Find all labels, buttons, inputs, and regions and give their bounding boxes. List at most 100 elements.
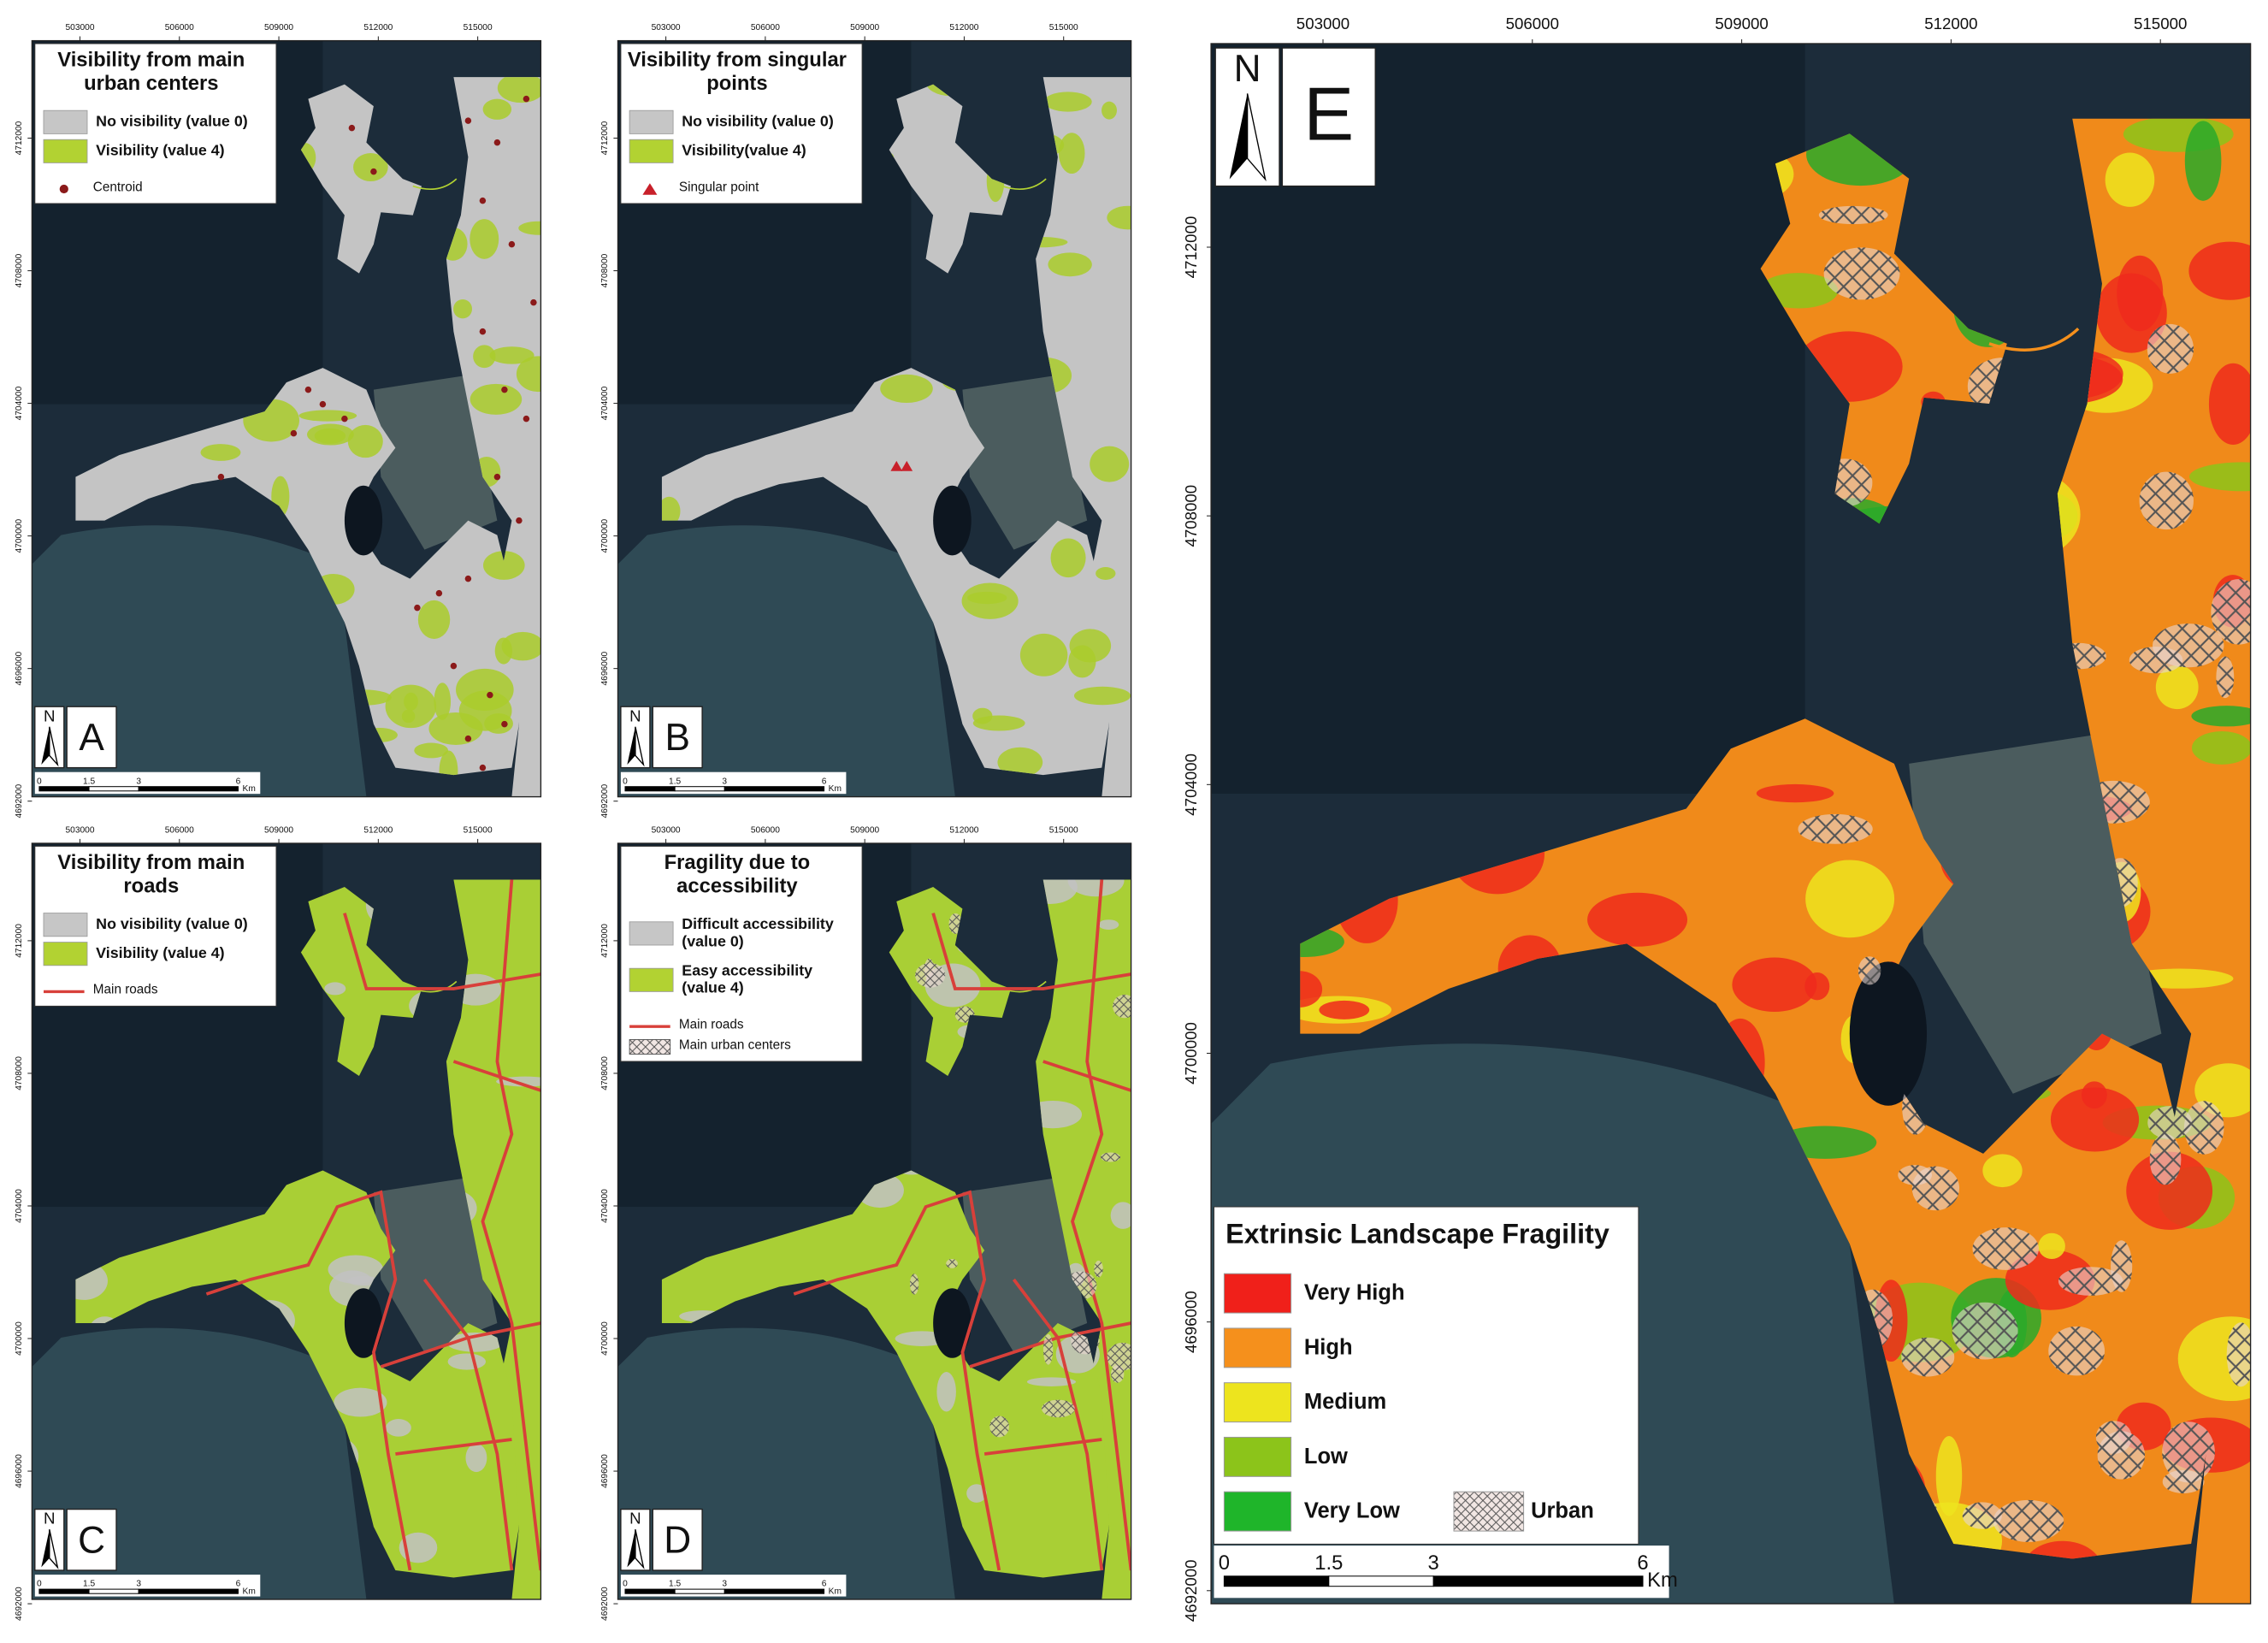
land-patch xyxy=(307,423,354,446)
northing-label: 4712000 xyxy=(600,121,610,155)
urban-area xyxy=(1094,1260,1103,1278)
legend: Extrinsic Landscape Fragility Very High Hi… xyxy=(1213,1206,1639,1545)
land-patch xyxy=(1300,971,1323,1008)
land-patch xyxy=(1319,1000,1370,1019)
land-patch xyxy=(470,383,523,415)
land-patch xyxy=(1732,957,1817,1012)
centroid xyxy=(487,691,493,699)
centroid xyxy=(516,517,523,524)
easting-label: 506000 xyxy=(1506,15,1559,33)
easting-label: 515000 xyxy=(464,23,493,33)
singular-point xyxy=(901,460,913,471)
scale-segment xyxy=(38,786,90,792)
main-road xyxy=(205,1190,412,1571)
easting-label: 506000 xyxy=(165,23,194,33)
legend-title: Visibility from singular xyxy=(628,49,847,72)
land-patch xyxy=(453,299,473,319)
map-panel: 503000 506000 509000 512000 515000 4712000 470… xyxy=(600,825,1132,1621)
land-patch xyxy=(2208,363,2251,445)
map-frame xyxy=(1210,43,2252,1605)
legend-swatch xyxy=(1223,1382,1292,1423)
urban-area xyxy=(1858,956,1881,985)
panel-letter: A xyxy=(79,717,104,759)
scale-unit: Km xyxy=(829,1587,842,1596)
centroid xyxy=(450,662,458,670)
urban-area xyxy=(1042,1333,1054,1365)
land-patch xyxy=(1026,1377,1077,1386)
northing-label: 4696000 xyxy=(1182,1291,1200,1353)
legend-label: (value 0) xyxy=(682,932,743,949)
land-patch xyxy=(1050,538,1086,578)
land-patch xyxy=(1756,783,1834,803)
land-patch xyxy=(385,684,437,729)
land-patch xyxy=(489,346,535,364)
lagoon xyxy=(1849,961,1928,1106)
land-patch xyxy=(1098,919,1119,930)
land-patch xyxy=(2105,152,2155,207)
centroid xyxy=(479,328,487,335)
legend-swatch xyxy=(43,139,88,163)
centroid xyxy=(370,168,377,175)
land-patch xyxy=(456,668,514,712)
main-road xyxy=(343,913,541,990)
scale-unit: Km xyxy=(829,784,842,794)
land-patch xyxy=(2096,273,2167,353)
northing-label: 4692000 xyxy=(15,1587,24,1621)
land-patch xyxy=(2191,731,2251,765)
land-patch xyxy=(1067,879,1125,897)
legend-title: Visibility from main xyxy=(57,49,245,72)
easting-label: 509000 xyxy=(850,23,879,33)
lagoon xyxy=(933,485,972,556)
northing-label: 4692000 xyxy=(600,784,610,819)
scale-label: 3 xyxy=(722,1580,727,1589)
northing-label: 4704000 xyxy=(15,1189,24,1223)
land-patch xyxy=(1805,860,1895,938)
legend-swatch xyxy=(1453,1491,1525,1532)
land-patch xyxy=(2188,241,2251,300)
centroid xyxy=(501,720,508,728)
easting-label: 506000 xyxy=(165,825,194,835)
land-patch xyxy=(1110,1202,1131,1229)
legend-title: Fragility due to xyxy=(664,851,811,874)
land-patch xyxy=(324,982,346,996)
map-frame xyxy=(31,39,542,798)
legend-label: Main roads xyxy=(679,1018,744,1032)
land-patch xyxy=(1935,1435,1963,1516)
land-patch xyxy=(428,712,483,745)
scale-label: 3 xyxy=(136,1580,141,1589)
legend-swatch xyxy=(1223,1273,1292,1314)
land-patch xyxy=(880,374,933,403)
urban-area xyxy=(2139,471,2194,530)
map-frame xyxy=(617,842,1132,1600)
land-patch xyxy=(434,683,452,720)
legend-label: Visibility (value 4) xyxy=(96,944,224,961)
northing-label: 4692000 xyxy=(600,1587,610,1621)
ria xyxy=(373,1178,498,1352)
legend-symbol xyxy=(642,183,658,195)
centroid xyxy=(319,400,327,408)
legend-label: No visibility (value 0) xyxy=(96,915,248,932)
easting-label: 503000 xyxy=(65,23,94,33)
land-patch xyxy=(414,742,449,759)
scale-unit: Km xyxy=(1647,1569,1678,1592)
easting-label: 515000 xyxy=(1049,825,1078,835)
scale-label: 3 xyxy=(136,777,141,786)
north-arrow xyxy=(41,1529,50,1568)
urban-area xyxy=(1107,1342,1131,1371)
northing-label: 4700000 xyxy=(15,518,24,553)
scale-segment xyxy=(138,786,239,792)
land-patch xyxy=(386,1419,411,1437)
northing-label: 4712000 xyxy=(1182,216,1200,279)
land-patch xyxy=(2184,121,2222,201)
scale-segment xyxy=(674,786,725,792)
land-patch xyxy=(200,444,241,461)
easting-label: 503000 xyxy=(1296,15,1350,33)
land-patch xyxy=(997,747,1043,777)
urban-area xyxy=(2097,1431,2145,1480)
urban-area xyxy=(1041,1399,1075,1418)
scale-label: 0 xyxy=(37,1580,42,1589)
urban-area xyxy=(1972,1227,2039,1270)
centroid xyxy=(493,139,501,146)
urban-area xyxy=(1100,1152,1121,1162)
map-frame xyxy=(31,842,542,1600)
